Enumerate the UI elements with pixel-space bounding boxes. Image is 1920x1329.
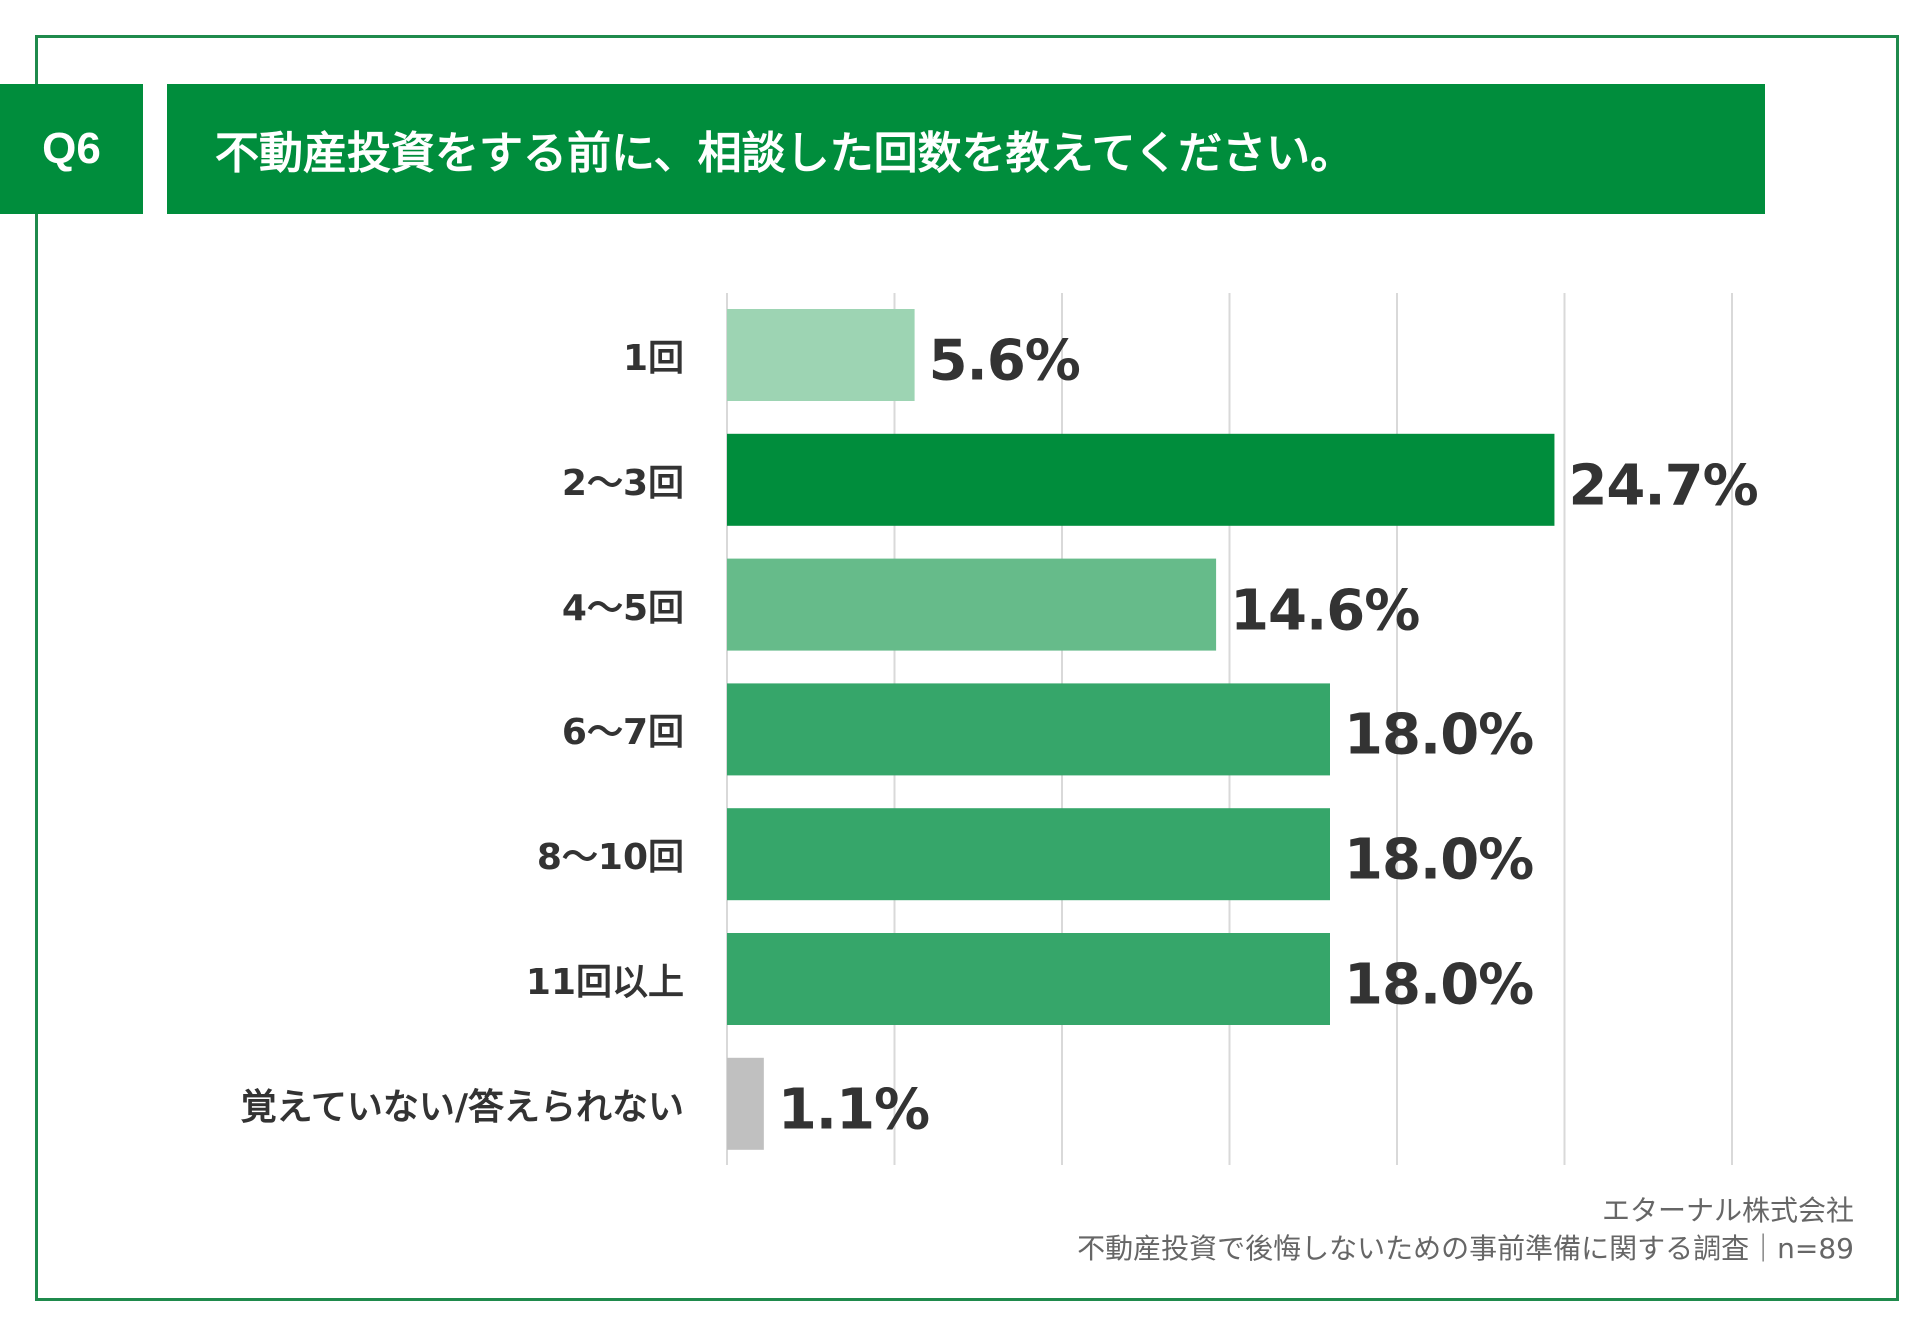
chart-frame (35, 35, 1899, 1301)
bar (727, 933, 1330, 1025)
value-label: 5.6% (928, 328, 1081, 394)
category-label: 2〜3回 (561, 462, 684, 504)
category-label: 6〜7回 (561, 712, 684, 754)
bar (727, 683, 1330, 776)
category-label: 8〜10回 (536, 837, 684, 879)
survey-name: 不動産投資で後悔しないための事前準備に関する調査｜n=89 (1077, 1232, 1854, 1265)
value-label: 1.1% (777, 1077, 930, 1143)
bar (727, 1057, 764, 1150)
bar (727, 808, 1330, 901)
value-label: 18.0% (1344, 952, 1534, 1018)
source-note: エターナル株式会社 不動産投資で後悔しないための事前準備に関する調査｜n=89 (1077, 1192, 1854, 1268)
value-label: 24.7% (1568, 453, 1758, 519)
bar (727, 433, 1555, 526)
category-label: 覚えていない/答えられない (240, 1086, 684, 1128)
category-label: 11回以上 (525, 962, 684, 1003)
source-company: エターナル株式会社 (1601, 1194, 1854, 1227)
category-label: 4〜5回 (561, 587, 684, 629)
question-tag: Q6 (0, 84, 143, 214)
value-label: 18.0% (1344, 827, 1534, 893)
category-label: 1回 (622, 338, 684, 379)
question-title-text: 不動産投資をする前に、相談した回数を教えてください。 (215, 128, 1355, 179)
question-title: 不動産投資をする前に、相談した回数を教えてください。 (167, 84, 1765, 214)
value-label: 18.0% (1344, 702, 1534, 768)
bar (727, 558, 1217, 651)
bar (727, 309, 915, 401)
value-label: 14.6% (1230, 578, 1420, 644)
